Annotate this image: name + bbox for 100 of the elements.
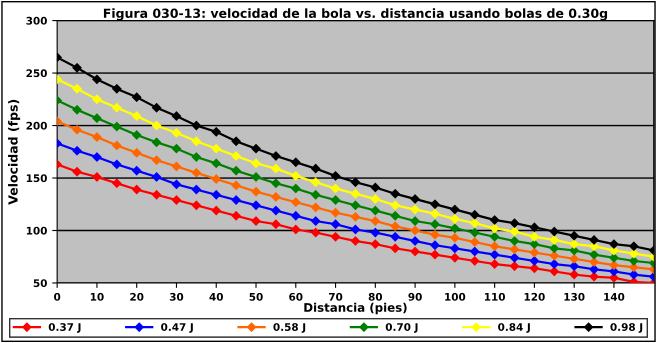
point [350,224,360,234]
point [330,232,340,242]
point [530,256,540,266]
point [232,166,241,176]
point [350,212,360,222]
point [271,151,281,161]
x-tick-label: 70 [329,292,342,301]
point [132,148,142,158]
point [510,226,520,236]
point [390,189,400,198]
point [291,158,300,167]
point [410,246,420,256]
point [132,111,142,121]
point [450,253,460,262]
point [629,256,638,266]
point [212,144,221,154]
point [589,235,599,245]
point [271,206,281,216]
point [390,200,400,210]
point [609,240,619,249]
point [92,152,102,162]
point [152,138,162,147]
point [430,240,440,250]
point [510,218,520,228]
point [72,125,82,134]
point [72,167,82,176]
point [370,216,380,226]
point [490,259,500,269]
point [251,144,261,154]
point [350,178,360,187]
x-tick-label: 40 [209,292,223,301]
point [330,195,340,205]
point [232,180,241,190]
point [629,270,638,280]
point [112,160,122,169]
x-tick-label: 20 [130,292,144,301]
point [251,216,261,226]
point [132,184,142,194]
point [212,190,221,200]
point [570,270,579,280]
point [291,224,300,234]
y-tick-label: 250 [26,69,47,78]
point [490,215,500,225]
point [370,194,380,204]
point [192,152,201,162]
point [132,130,142,140]
point [470,246,480,256]
x-tick-label: 120 [524,292,545,301]
point [132,92,142,102]
x-tick-label: 60 [289,292,303,301]
point [450,224,460,234]
point [172,195,182,205]
point [212,127,221,136]
x-axis-title: Distancia (pies) [304,302,407,314]
point [311,216,320,226]
point [430,220,440,229]
x-tick-label: 30 [170,292,184,301]
point [390,211,400,220]
point [510,244,520,254]
point [589,272,599,282]
point [192,200,201,210]
point [112,178,122,188]
point [291,198,300,207]
legend-label: 0.70 J [386,323,418,333]
point [570,254,579,264]
point [330,208,340,218]
point [550,251,559,260]
point [410,236,420,246]
point [311,202,320,212]
point [192,168,201,178]
point [450,214,460,224]
point [330,184,340,194]
point [589,250,599,260]
point [589,264,599,274]
point [330,171,340,181]
y-tick-label: 50 [34,279,47,288]
x-tick-label: 80 [368,292,382,301]
point [490,242,500,251]
point [410,194,420,204]
point [490,232,500,242]
y-tick-label: 200 [26,122,47,130]
point [390,244,400,253]
y-tick-label: 100 [26,226,47,235]
x-tick-label: 140 [604,292,624,301]
point [350,189,360,198]
x-tick-label: 50 [250,292,263,301]
x-tick-label: 10 [90,292,104,301]
y-tick-label: 300 [26,16,47,25]
point [291,171,300,181]
point [72,146,82,156]
point [390,222,400,231]
point [550,266,559,276]
point [311,228,320,238]
point [172,162,182,172]
point [112,84,122,94]
x-tick-label: 100 [445,292,466,301]
point [410,216,420,226]
point [470,228,480,238]
point [430,250,440,260]
point [430,200,440,209]
